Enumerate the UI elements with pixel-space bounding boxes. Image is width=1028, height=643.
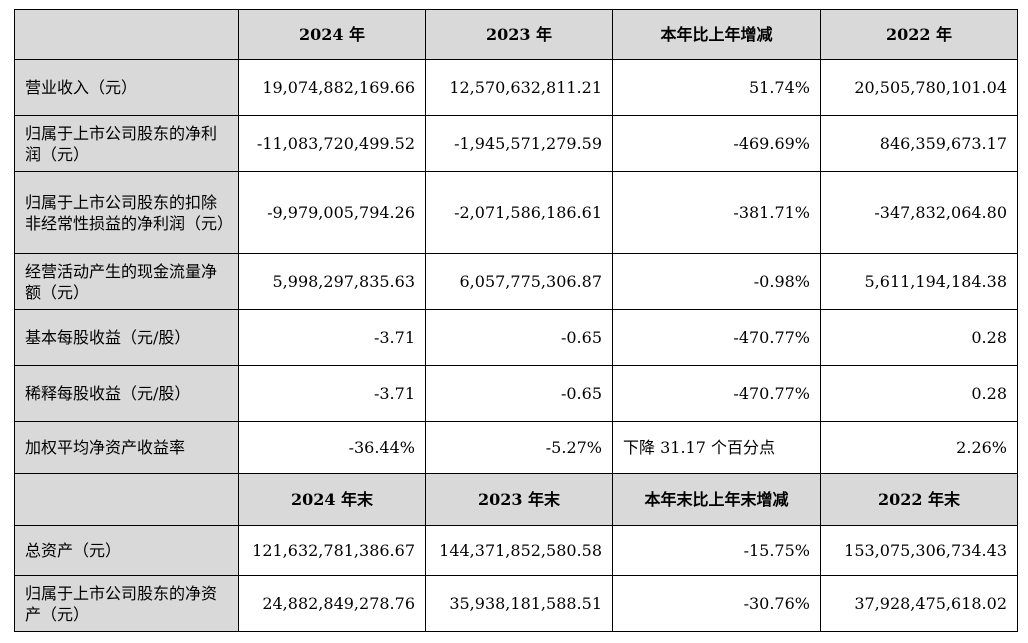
cell-2023: 6,057,775,306.87 [425,253,613,310]
cell-2023: 144,371,852,580.58 [425,525,613,576]
table-row-net-profit-deducted: 归属于上市公司股东的扣除非经常性损益的净利润（元） -9,979,005,794… [14,171,1018,254]
table-row-roe: 加权平均净资产收益率 -36.44% -5.27% 下降 31.17 个百分点 … [14,421,1018,474]
row-label: 稀释每股收益（元/股） [14,365,239,422]
header-2023: 2023 年 [425,9,613,60]
cell-2023: -1,945,571,279.59 [425,115,613,172]
cell-2023: -5.27% [425,421,613,474]
cell-change: -470.77% [612,365,821,422]
cell-2022: 20,505,780,101.04 [820,59,1018,116]
header-2024-end: 2024 年末 [238,473,426,526]
header-2024: 2024 年 [238,9,426,60]
table-row-revenue: 营业收入（元） 19,074,882,169.66 12,570,632,811… [14,59,1018,116]
header-corner-cell [14,9,239,60]
cell-change: -0.98% [612,253,821,310]
header-corner-cell [14,473,239,526]
cell-2024: -36.44% [238,421,426,474]
table-row-net-profit: 归属于上市公司股东的净利润（元） -11,083,720,499.52 -1,9… [14,115,1018,172]
cell-2023: -0.65 [425,309,613,366]
header-row-annual: 2024 年 2023 年 本年比上年增减 2022 年 [14,9,1018,60]
table-row-total-assets: 总资产（元） 121,632,781,386.67 144,371,852,58… [14,525,1018,576]
header-change-end: 本年末比上年末增减 [612,473,821,526]
table-row-diluted-eps: 稀释每股收益（元/股） -3.71 -0.65 -470.77% 0.28 [14,365,1018,422]
financial-summary-table: 2024 年 2023 年 本年比上年增减 2022 年 营业收入（元） 19,… [14,9,1018,632]
cell-2022: 0.28 [820,365,1018,422]
row-label: 经营活动产生的现金流量净额（元） [14,253,239,310]
header-2022: 2022 年 [820,9,1018,60]
row-label: 归属于上市公司股东的扣除非经常性损益的净利润（元） [14,171,239,254]
cell-2024: 121,632,781,386.67 [238,525,426,576]
header-row-year-end: 2024 年末 2023 年末 本年末比上年末增减 2022 年末 [14,473,1018,526]
cell-2024: -9,979,005,794.26 [238,171,426,254]
row-label: 归属于上市公司股东的净资产（元） [14,575,239,632]
cell-change: 下降 31.17 个百分点 [612,421,821,474]
cell-2022: 37,928,475,618.02 [820,575,1018,632]
table-row-net-assets: 归属于上市公司股东的净资产（元） 24,882,849,278.76 35,93… [14,575,1018,632]
cell-2024: -11,083,720,499.52 [238,115,426,172]
cell-change: -15.75% [612,525,821,576]
row-label: 总资产（元） [14,525,239,576]
row-label: 基本每股收益（元/股） [14,309,239,366]
cell-2024: 24,882,849,278.76 [238,575,426,632]
cell-2024: -3.71 [238,309,426,366]
table-row-operating-cash-flow: 经营活动产生的现金流量净额（元） 5,998,297,835.63 6,057,… [14,253,1018,310]
cell-2024: 5,998,297,835.63 [238,253,426,310]
cell-2022: 153,075,306,734.43 [820,525,1018,576]
cell-2023: 35,938,181,588.51 [425,575,613,632]
cell-2022: 0.28 [820,309,1018,366]
row-label: 归属于上市公司股东的净利润（元） [14,115,239,172]
cell-change: -30.76% [612,575,821,632]
cell-change: 51.74% [612,59,821,116]
cell-2022: 846,359,673.17 [820,115,1018,172]
cell-2022: -347,832,064.80 [820,171,1018,254]
cell-change: -469.69% [612,115,821,172]
row-label: 加权平均净资产收益率 [14,421,239,474]
cell-2022: 2.26% [820,421,1018,474]
table-row-basic-eps: 基本每股收益（元/股） -3.71 -0.65 -470.77% 0.28 [14,309,1018,366]
cell-2023: 12,570,632,811.21 [425,59,613,116]
cell-2022: 5,611,194,184.38 [820,253,1018,310]
row-label: 营业收入（元） [14,59,239,116]
cell-change: -381.71% [612,171,821,254]
cell-2023: -0.65 [425,365,613,422]
cell-2024: -3.71 [238,365,426,422]
header-2023-end: 2023 年末 [425,473,613,526]
cell-change: -470.77% [612,309,821,366]
header-2022-end: 2022 年末 [820,473,1018,526]
cell-2023: -2,071,586,186.61 [425,171,613,254]
header-change: 本年比上年增减 [612,9,821,60]
cell-2024: 19,074,882,169.66 [238,59,426,116]
